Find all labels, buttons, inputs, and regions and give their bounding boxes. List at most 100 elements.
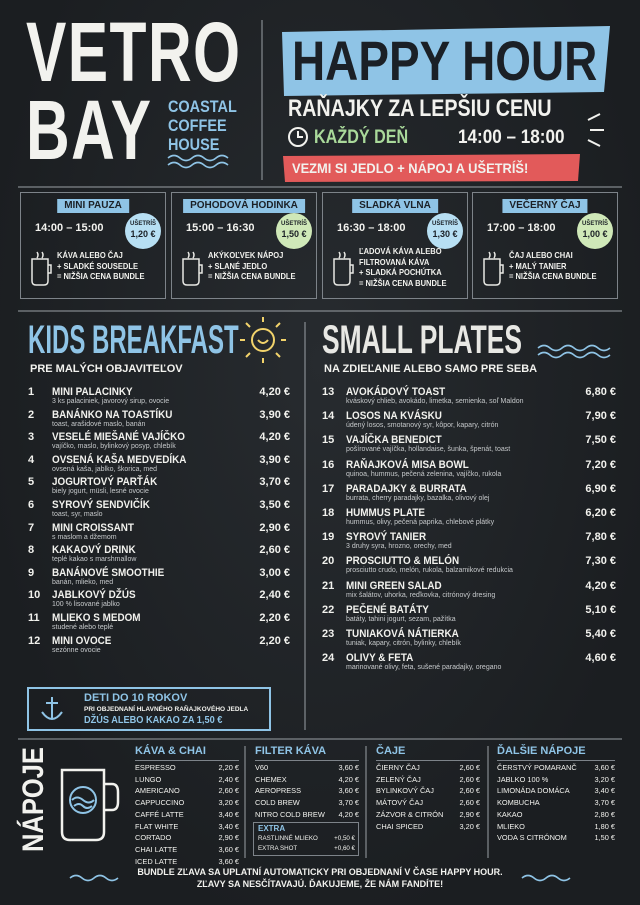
drink-name: AEROPRESS	[255, 786, 302, 796]
drink-price: 2,60 €	[459, 774, 480, 784]
deal-line: = NIŽŠIA CENA BUNDLE	[509, 272, 597, 281]
drink-price: 4,20 €	[338, 774, 359, 784]
item-number: 15	[322, 434, 335, 447]
item-price: 6,20 €	[585, 507, 616, 519]
deal-saving: UŠETRÍŠ 1,50 €	[276, 213, 312, 249]
happy-hour-days: KAŽDÝ DEŇ	[314, 127, 409, 148]
drink-name: LUNGO	[135, 774, 162, 784]
deal-saving: UŠETRÍŠ 1,30 €	[427, 213, 463, 249]
extra-price: +0,50 €	[334, 835, 355, 842]
deal-line: + MALÝ TANIER	[509, 261, 567, 271]
item-price: 3,90 €	[259, 408, 290, 421]
item-number: 22	[322, 603, 335, 616]
extra-box	[253, 822, 359, 856]
item-name: TUNIAKOVÁ NÁTIERKA	[346, 628, 459, 640]
deal-saving-value: 1,00 €	[582, 229, 608, 239]
item-price: 7,30 €	[585, 555, 616, 568]
brand-name: BAY	[26, 83, 153, 177]
drink-name: ZELENÝ ČAJ	[376, 774, 421, 784]
item-price: 2,20 €	[259, 612, 290, 624]
happy-hour-title: HAPPY HOUR	[292, 29, 598, 92]
drink-name: FLAT WHITE	[135, 821, 179, 831]
deal-time: 15:00 – 16:30	[186, 222, 255, 234]
item-number: 6	[28, 499, 35, 511]
item-price: 4,20 €	[259, 431, 290, 444]
item-name: MINI GREEN SALAD	[346, 579, 442, 592]
item-desc: kváskový chlieb, avokádo, limetka, semie…	[346, 398, 524, 405]
item-number: 2	[28, 408, 35, 421]
drink-name: ICED LATTE	[135, 856, 178, 866]
deal-icon	[182, 251, 203, 286]
extra-title: EXTRA	[258, 824, 286, 833]
drink-name: CHEMEX	[255, 774, 287, 784]
item-desc: prosciutto crudo, melón, rukola, balzami…	[346, 567, 513, 575]
drink-price: 2,60 €	[459, 763, 480, 772]
item-price: 3,90 €	[259, 453, 290, 466]
deal-icon	[333, 251, 354, 286]
drink-price: 3,20 €	[594, 774, 615, 784]
item-name: MINI PALACINKY	[52, 386, 133, 398]
drinks-title: NÁPOJE	[17, 747, 50, 852]
deal-saving-label: UŠETRÍŠ	[129, 221, 156, 227]
drink-name: CORTADO	[135, 833, 172, 843]
extra-name: EXTRA SHOT	[258, 844, 298, 852]
note-title: DETI DO 10 ROKOV	[84, 692, 188, 704]
item-desc: biely jogurt, müsli, lesné ovocie	[52, 488, 149, 496]
item-name: OVSENÁ KAŠA MEDVEDÍKA	[52, 453, 187, 466]
item-name: PEČENÉ BATÁTY	[346, 603, 429, 616]
deal-saving: UŠETRÍŠ 1,00 €	[577, 213, 613, 249]
item-number: 7	[28, 521, 35, 534]
drink-name: LIMONÁDA DOMÁCA	[497, 786, 570, 796]
drink-name: NITRO COLD BREW	[255, 809, 325, 819]
drink-price: 3,60 €	[218, 856, 239, 866]
deal-title: VEČERNÝ ČAJ	[502, 199, 588, 213]
drink-price: 3,40 €	[218, 821, 239, 831]
drink-name: VODA S CITRÓNOM	[497, 833, 567, 843]
happy-hour-subtitle: RAŇAJKY ZA LEPŠIU CENU	[288, 95, 552, 122]
drink-name: BYLINKOVÝ ČAJ	[376, 786, 434, 796]
item-number: 21	[322, 579, 335, 592]
item-number: 10	[28, 589, 41, 602]
item-desc: banán, mlieko, med	[52, 578, 114, 586]
drink-name: ZÁZVOR & CITRÓN	[376, 809, 444, 819]
item-name: BANÁNOVÉ SMOOTHIE	[52, 566, 165, 579]
drink-price: 2,20 €	[218, 763, 239, 772]
item-name: JABLKOVÝ DŽÚS	[52, 589, 136, 602]
deal-icon	[31, 251, 52, 286]
item-name: JOGURTOVÝ PARŤÁK	[52, 476, 158, 489]
item-name: SYROVÝ TANIER	[346, 531, 427, 544]
item-desc: quinoa, hummus, pečená zelenina, vajíčko…	[346, 470, 502, 478]
item-price: 2,40 €	[259, 589, 290, 602]
drinks-group-title: ČAJE	[376, 745, 480, 761]
drink-price: 3,60 €	[338, 786, 359, 796]
deal-saving-value: 1,20 €	[130, 229, 156, 239]
item-name: KAKAOVÝ DRINK	[52, 544, 136, 557]
item-number: 12	[28, 634, 41, 647]
item-price: 3,70 €	[259, 476, 290, 489]
drink-name: CAFFÉ LATTE	[135, 809, 184, 819]
section-title: SMALL PLATES	[322, 318, 522, 362]
deal-line: + SLANÉ JEDLO	[208, 261, 268, 271]
item-price: 3,00 €	[259, 566, 290, 579]
item-number: 9	[28, 566, 35, 579]
brand-tagline: COFFEE	[168, 116, 227, 135]
deal-saving-label: UŠETRÍŠ	[280, 221, 307, 227]
item-price: 2,20 €	[259, 634, 290, 647]
item-number: 24	[322, 652, 335, 665]
deal-saving: UŠETRÍŠ 1,20 €	[125, 213, 161, 249]
drink-price: 3,60 €	[218, 844, 239, 854]
item-price: 7,90 €	[585, 410, 616, 423]
item-name: PARADAJKY & BURRATA	[346, 482, 467, 495]
drink-name: MLIEKO	[497, 821, 525, 831]
item-desc: mix šalátov, uhorka, reďkovka, citrónový…	[346, 591, 496, 599]
item-desc: údený losos, smotanový syr, kôpor, kapar…	[346, 422, 499, 430]
brand-tagline: HOUSE	[168, 135, 220, 154]
item-number: 3	[28, 431, 35, 444]
drink-name: CHAI SPICED	[376, 821, 424, 831]
item-price: 4,20 €	[585, 579, 616, 592]
item-price: 6,90 €	[585, 482, 616, 495]
item-desc: vajíčko, maslo, bylinkový posyp, chlebík	[52, 443, 176, 451]
deal-card: SLADKÁ VLNA 16:30 – 18:00 UŠETRÍŠ 1,30 € ĽAD…	[322, 192, 468, 299]
